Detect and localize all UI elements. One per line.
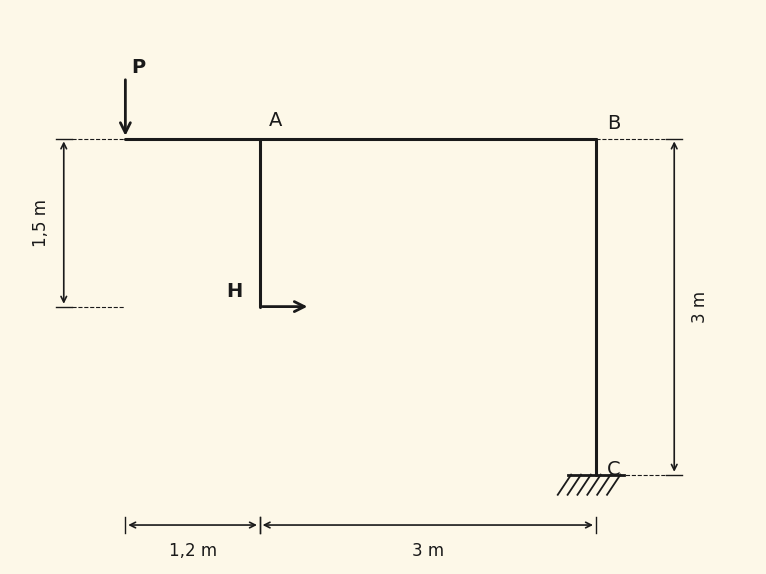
Text: B: B bbox=[607, 114, 620, 133]
Text: 1,5 m: 1,5 m bbox=[32, 199, 51, 247]
Text: A: A bbox=[269, 111, 282, 130]
Text: C: C bbox=[607, 460, 620, 479]
Text: 3 m: 3 m bbox=[691, 290, 709, 323]
Text: P: P bbox=[131, 58, 145, 77]
Text: 3 m: 3 m bbox=[412, 542, 444, 560]
Text: 1,2 m: 1,2 m bbox=[169, 542, 217, 560]
Text: H: H bbox=[227, 282, 243, 301]
